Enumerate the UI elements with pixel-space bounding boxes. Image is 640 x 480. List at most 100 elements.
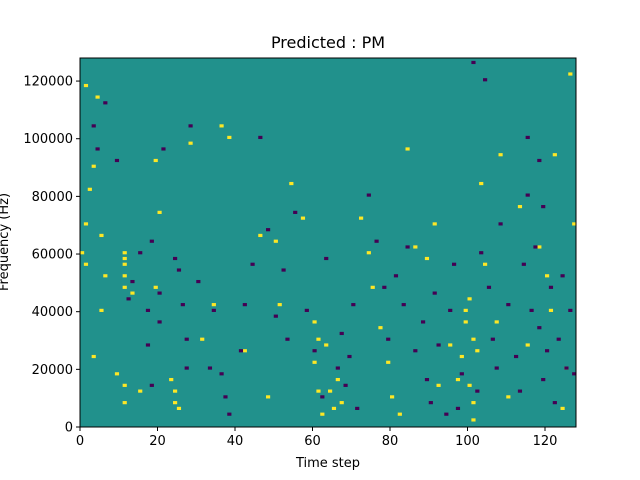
heatmap-cell-low	[173, 256, 178, 261]
x-tick-label: 0	[76, 434, 84, 449]
heatmap-cell-high	[471, 337, 476, 341]
heatmap-cell-high	[173, 389, 178, 393]
heatmap-cell-high	[83, 83, 89, 88]
plot-frame	[79, 57, 577, 428]
x-tick-label: 100	[455, 434, 480, 449]
heatmap-cell-low	[444, 412, 449, 416]
heatmap-cell-high	[138, 389, 143, 393]
y-tick-label: 80000	[32, 190, 73, 205]
heatmap-cell-high	[339, 401, 344, 405]
heatmap-cell-high	[289, 181, 294, 186]
heatmap-cell-high	[517, 205, 523, 209]
heatmap-cells	[80, 60, 577, 422]
heatmap-cell-low	[452, 262, 457, 266]
heatmap-cell-high	[378, 326, 383, 330]
heatmap-cell-high	[386, 360, 391, 364]
heatmap-cell-low	[324, 256, 329, 261]
heatmap-cell-high	[122, 285, 127, 289]
heatmap-cell-low	[521, 262, 526, 266]
heatmap-cell-low	[180, 303, 185, 307]
y-tick-label: 120000	[23, 75, 73, 90]
heatmap-cell-low	[525, 135, 530, 140]
heatmap-cell-low	[320, 395, 325, 399]
y-tick-label: 0	[65, 421, 73, 436]
heatmap-cell-low	[529, 308, 534, 312]
heatmap-cell-low	[374, 239, 379, 243]
heatmap-cell-low	[347, 354, 352, 359]
heatmap-cell-high	[87, 187, 92, 191]
heatmap-cell-low	[537, 326, 542, 330]
heatmap-cell-high	[169, 377, 174, 382]
heatmap-cell-low	[339, 331, 344, 336]
heatmap-cell-high	[99, 233, 104, 238]
heatmap-cell-low	[91, 124, 96, 128]
heatmap-cell-low	[126, 297, 131, 301]
heatmap-cell-high	[560, 406, 565, 410]
chart-title: Predicted : PM	[271, 33, 385, 52]
heatmap-cell-high	[424, 256, 430, 261]
heatmap-cell-high	[122, 251, 127, 255]
heatmap-cell-high	[320, 412, 325, 416]
y-tick-label: 60000	[32, 248, 73, 263]
heatmap-cell-low	[506, 303, 511, 307]
heatmap-cell-low	[266, 228, 271, 232]
heatmap-cell-high	[316, 337, 321, 341]
heatmap-cell-low	[560, 274, 565, 278]
heatmap-cell-high	[459, 354, 464, 359]
heatmap-cell-low	[149, 383, 154, 387]
x-tick-label: 60	[304, 434, 321, 449]
heatmap-cell-low	[281, 268, 286, 272]
heatmap-cell-low	[242, 303, 247, 307]
plot-area	[80, 58, 576, 427]
heatmap-cell-high	[359, 216, 364, 220]
heatmap-cell-low	[479, 251, 484, 255]
heatmap-cell-high	[432, 222, 437, 226]
heatmap-cell-high	[324, 343, 329, 347]
heatmap-cell-low	[548, 285, 554, 289]
heatmap-cell-high	[366, 251, 371, 255]
heatmap-cell-low	[223, 395, 228, 399]
heatmap-cell-low	[273, 314, 278, 318]
heatmap-cell-high	[157, 210, 162, 214]
heatmap-cell-low	[514, 354, 519, 359]
heatmap-cell-high	[390, 395, 395, 399]
heatmap-cell-low	[552, 401, 557, 405]
heatmap-cell-high	[95, 95, 100, 99]
heatmap-cell-high	[188, 141, 193, 145]
heatmap-cell-low	[568, 308, 573, 312]
heatmap-cell-low	[490, 337, 495, 341]
heatmap-cell-high	[153, 285, 158, 289]
heatmap-cell-high	[397, 412, 402, 416]
heatmap-cell-low	[366, 193, 371, 197]
y-tick-label: 20000	[32, 363, 73, 378]
heatmap-cell-low	[428, 401, 433, 405]
heatmap-cell-high	[494, 320, 499, 324]
heatmap-cell-high	[103, 274, 108, 278]
heatmap-cell-low	[188, 124, 193, 128]
heatmap-cell-high	[370, 285, 375, 289]
heatmap-cell-low	[393, 274, 399, 278]
heatmap-cell-low	[312, 349, 317, 353]
heatmap-cell-high	[122, 262, 127, 266]
heatmap-cell-low	[486, 285, 492, 289]
heatmap-cell-low	[351, 303, 356, 307]
heatmap-cell-low	[219, 372, 224, 376]
heatmap-cell-high	[80, 251, 85, 255]
heatmap-cell-low	[483, 78, 488, 82]
heatmap-cell-high	[568, 72, 573, 76]
heatmap-cell-high	[471, 401, 476, 405]
heatmap-cell-low	[471, 60, 476, 65]
heatmap-cell-high	[273, 239, 278, 243]
heatmap-cell-high	[475, 349, 480, 353]
heatmap-cell-high	[114, 372, 120, 376]
heatmap-cell-low	[525, 193, 530, 197]
heatmap-cell-high	[312, 320, 317, 324]
heatmap-cell-low	[572, 372, 577, 376]
heatmap-cell-low	[207, 366, 213, 370]
heatmap-cell-high	[328, 389, 333, 393]
y-axis-label: Frequency (Hz)	[0, 193, 12, 291]
x-tick-label: 40	[227, 434, 244, 449]
heatmap-cell-low	[196, 279, 201, 284]
x-axis: 0 20 40 60 80 100 120	[76, 427, 557, 449]
